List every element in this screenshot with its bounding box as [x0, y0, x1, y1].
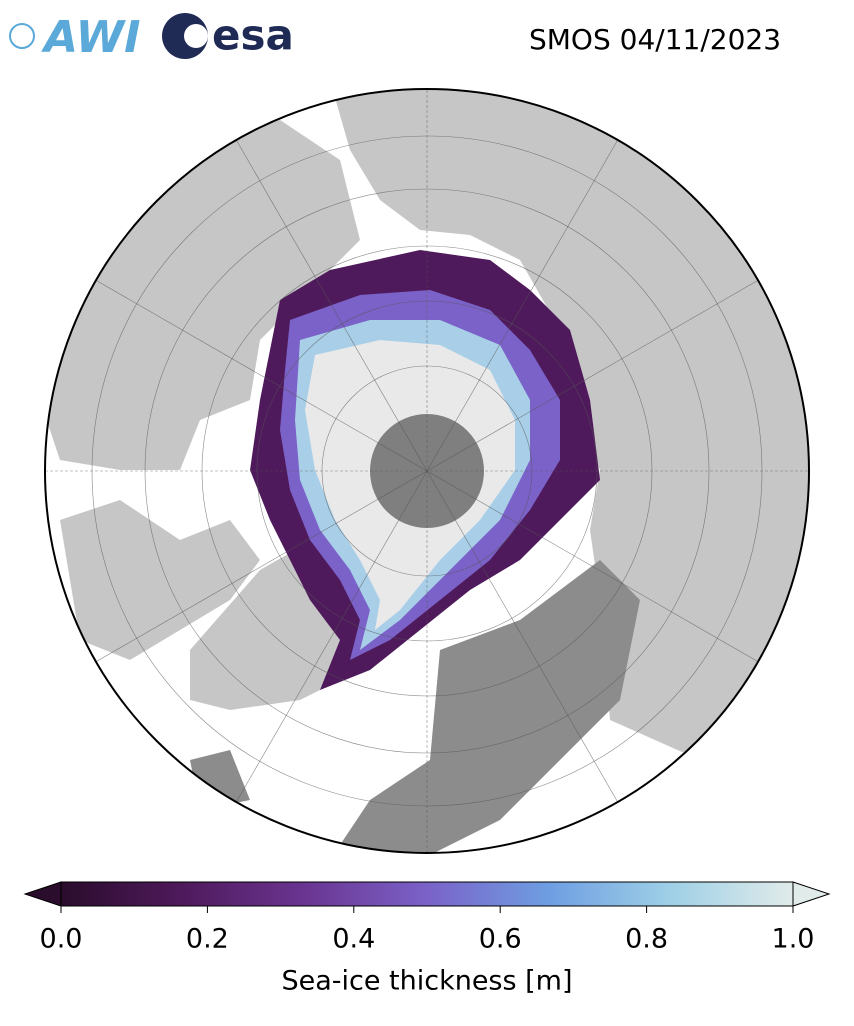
colorbar	[60, 881, 794, 907]
tick-label: 0.4	[332, 924, 375, 955]
tick-label: 1.0	[772, 924, 815, 955]
land	[330, 89, 809, 760]
colorbar-extend-high	[792, 881, 831, 907]
title: SMOS 04/11/2023	[529, 23, 781, 56]
map	[45, 89, 809, 853]
colorbar-extend-low	[23, 881, 62, 907]
tick-label: 0.8	[625, 924, 668, 955]
awi-logo: AWI	[9, 12, 141, 63]
logo-text: AWI	[41, 12, 141, 63]
land	[60, 500, 260, 660]
graticule	[45, 89, 809, 853]
land	[330, 560, 640, 853]
logo-icon	[9, 23, 35, 49]
tick-label: 0.6	[479, 924, 522, 955]
map-frame	[44, 88, 810, 854]
colorbar-label: Sea-ice thickness [m]	[281, 966, 572, 997]
tick-label: 0.2	[186, 924, 229, 955]
logo-icon	[184, 24, 208, 48]
logo-text: esa	[212, 11, 294, 60]
tick-label: 0.0	[40, 924, 83, 955]
esa-logo: esa	[162, 11, 294, 60]
